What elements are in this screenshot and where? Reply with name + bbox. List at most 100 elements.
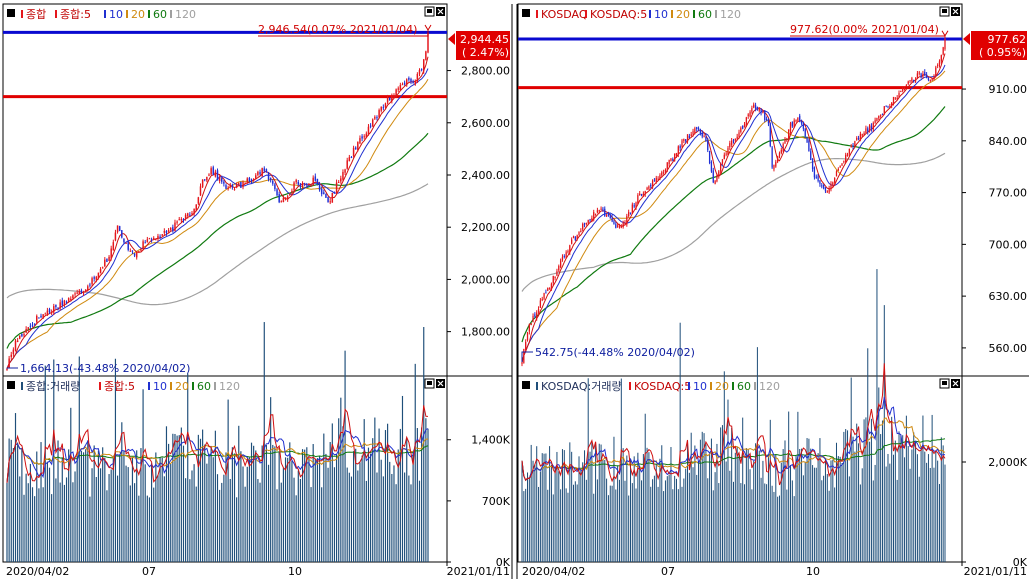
volume-bar	[672, 489, 674, 562]
volume-bar	[624, 480, 626, 562]
volume-bar	[427, 428, 429, 562]
legend-ma5-label: 종합:5	[104, 380, 135, 393]
candle-body	[609, 214, 611, 219]
candle-body	[898, 93, 900, 98]
volume-bar	[225, 452, 227, 562]
candle-body	[89, 284, 91, 286]
right-low-annotation: 542.75(-44.48% 2020/04/02)	[535, 346, 695, 359]
high-arrow-icon	[941, 30, 949, 37]
volume-bar	[904, 457, 906, 562]
candle-body	[753, 104, 755, 108]
volume-bar	[161, 457, 163, 562]
volume-bar	[630, 459, 632, 562]
volume-bar	[25, 473, 27, 562]
candle-body	[278, 194, 280, 203]
volume-bar	[718, 483, 720, 562]
volume-bar	[902, 435, 904, 562]
volume-bar	[40, 442, 42, 562]
candle-body	[48, 309, 51, 313]
volume-bar	[51, 494, 53, 562]
right-price-pointer-icon	[963, 33, 970, 45]
volume-bar	[641, 480, 643, 562]
left-date-start: 2020/04/02	[6, 565, 69, 578]
left-current-change: ( 2.47%)	[462, 46, 509, 59]
volume-bar	[289, 442, 291, 562]
volume-bar	[880, 434, 882, 562]
volume-bar	[138, 495, 140, 562]
volume-bar	[331, 423, 333, 562]
candle-body	[108, 256, 110, 261]
candle-body	[545, 292, 547, 294]
volume-bar	[65, 477, 68, 562]
candle-body	[342, 171, 344, 180]
volume-bar	[784, 440, 786, 562]
right-volume-window-controls	[939, 378, 960, 389]
volume-bar	[116, 475, 119, 562]
volume-bar	[38, 488, 40, 562]
candle-body	[935, 67, 937, 77]
candle-body	[861, 134, 863, 136]
candle-body	[662, 172, 665, 174]
candle-body	[835, 171, 838, 177]
volume-bar	[598, 443, 600, 562]
candle-body	[65, 301, 68, 303]
candle-body	[651, 180, 654, 188]
candle-body	[710, 162, 713, 172]
candle-body	[521, 362, 523, 365]
candle-body	[299, 183, 302, 187]
volume-bar	[21, 448, 23, 562]
volume-bar	[837, 456, 839, 562]
volume-bar	[852, 436, 854, 562]
volume-bar	[571, 451, 573, 562]
candle-body	[788, 129, 790, 141]
candle-body	[140, 249, 142, 251]
candle-body	[721, 159, 724, 163]
candle-body	[587, 220, 589, 223]
legend-ma10-label: 10	[693, 380, 707, 393]
candle-body	[308, 183, 310, 185]
candle-body	[712, 170, 714, 183]
candle-body	[867, 128, 869, 132]
candle-body	[548, 288, 551, 290]
candle-body	[21, 333, 23, 337]
right-current-price: 977.62	[988, 33, 1027, 46]
volume-bar	[655, 463, 657, 562]
volume-bar	[212, 457, 214, 562]
price-tick-label: 2,400.00	[461, 169, 510, 182]
volume-bar	[310, 487, 312, 562]
candle-body	[393, 95, 395, 97]
candle-body	[848, 148, 851, 154]
candle-body	[255, 175, 257, 179]
candle-body	[834, 177, 836, 183]
right-price-frame	[517, 3, 963, 377]
candle-body	[797, 117, 799, 121]
candle-body	[885, 105, 887, 107]
candle-body	[628, 212, 630, 217]
volume-bar	[670, 447, 672, 562]
volume-bar	[95, 477, 97, 562]
volume-bar	[874, 464, 876, 562]
volume-bar	[204, 444, 206, 562]
volume-bar	[815, 467, 817, 562]
candle-body	[845, 154, 847, 163]
volume-bar	[742, 417, 744, 562]
legend-ma-swatch	[99, 382, 101, 390]
candle-body	[547, 287, 549, 291]
volume-bar	[591, 442, 593, 562]
candle-body	[391, 95, 393, 102]
volume-bar	[335, 454, 338, 562]
volume-bar	[119, 454, 121, 562]
volume-bar	[931, 414, 933, 562]
legend-ma20-swatch	[710, 382, 712, 390]
volume-bar	[19, 476, 21, 562]
candle-body	[681, 140, 683, 147]
volume-bar	[771, 485, 773, 562]
candle-body	[303, 183, 306, 185]
candle-body	[909, 80, 911, 82]
volume-bar	[42, 487, 44, 562]
volume-bar	[72, 482, 74, 562]
candle-body	[357, 142, 359, 151]
volume-bar	[63, 484, 65, 562]
candle-body	[201, 179, 204, 187]
volume-bar	[157, 474, 159, 562]
